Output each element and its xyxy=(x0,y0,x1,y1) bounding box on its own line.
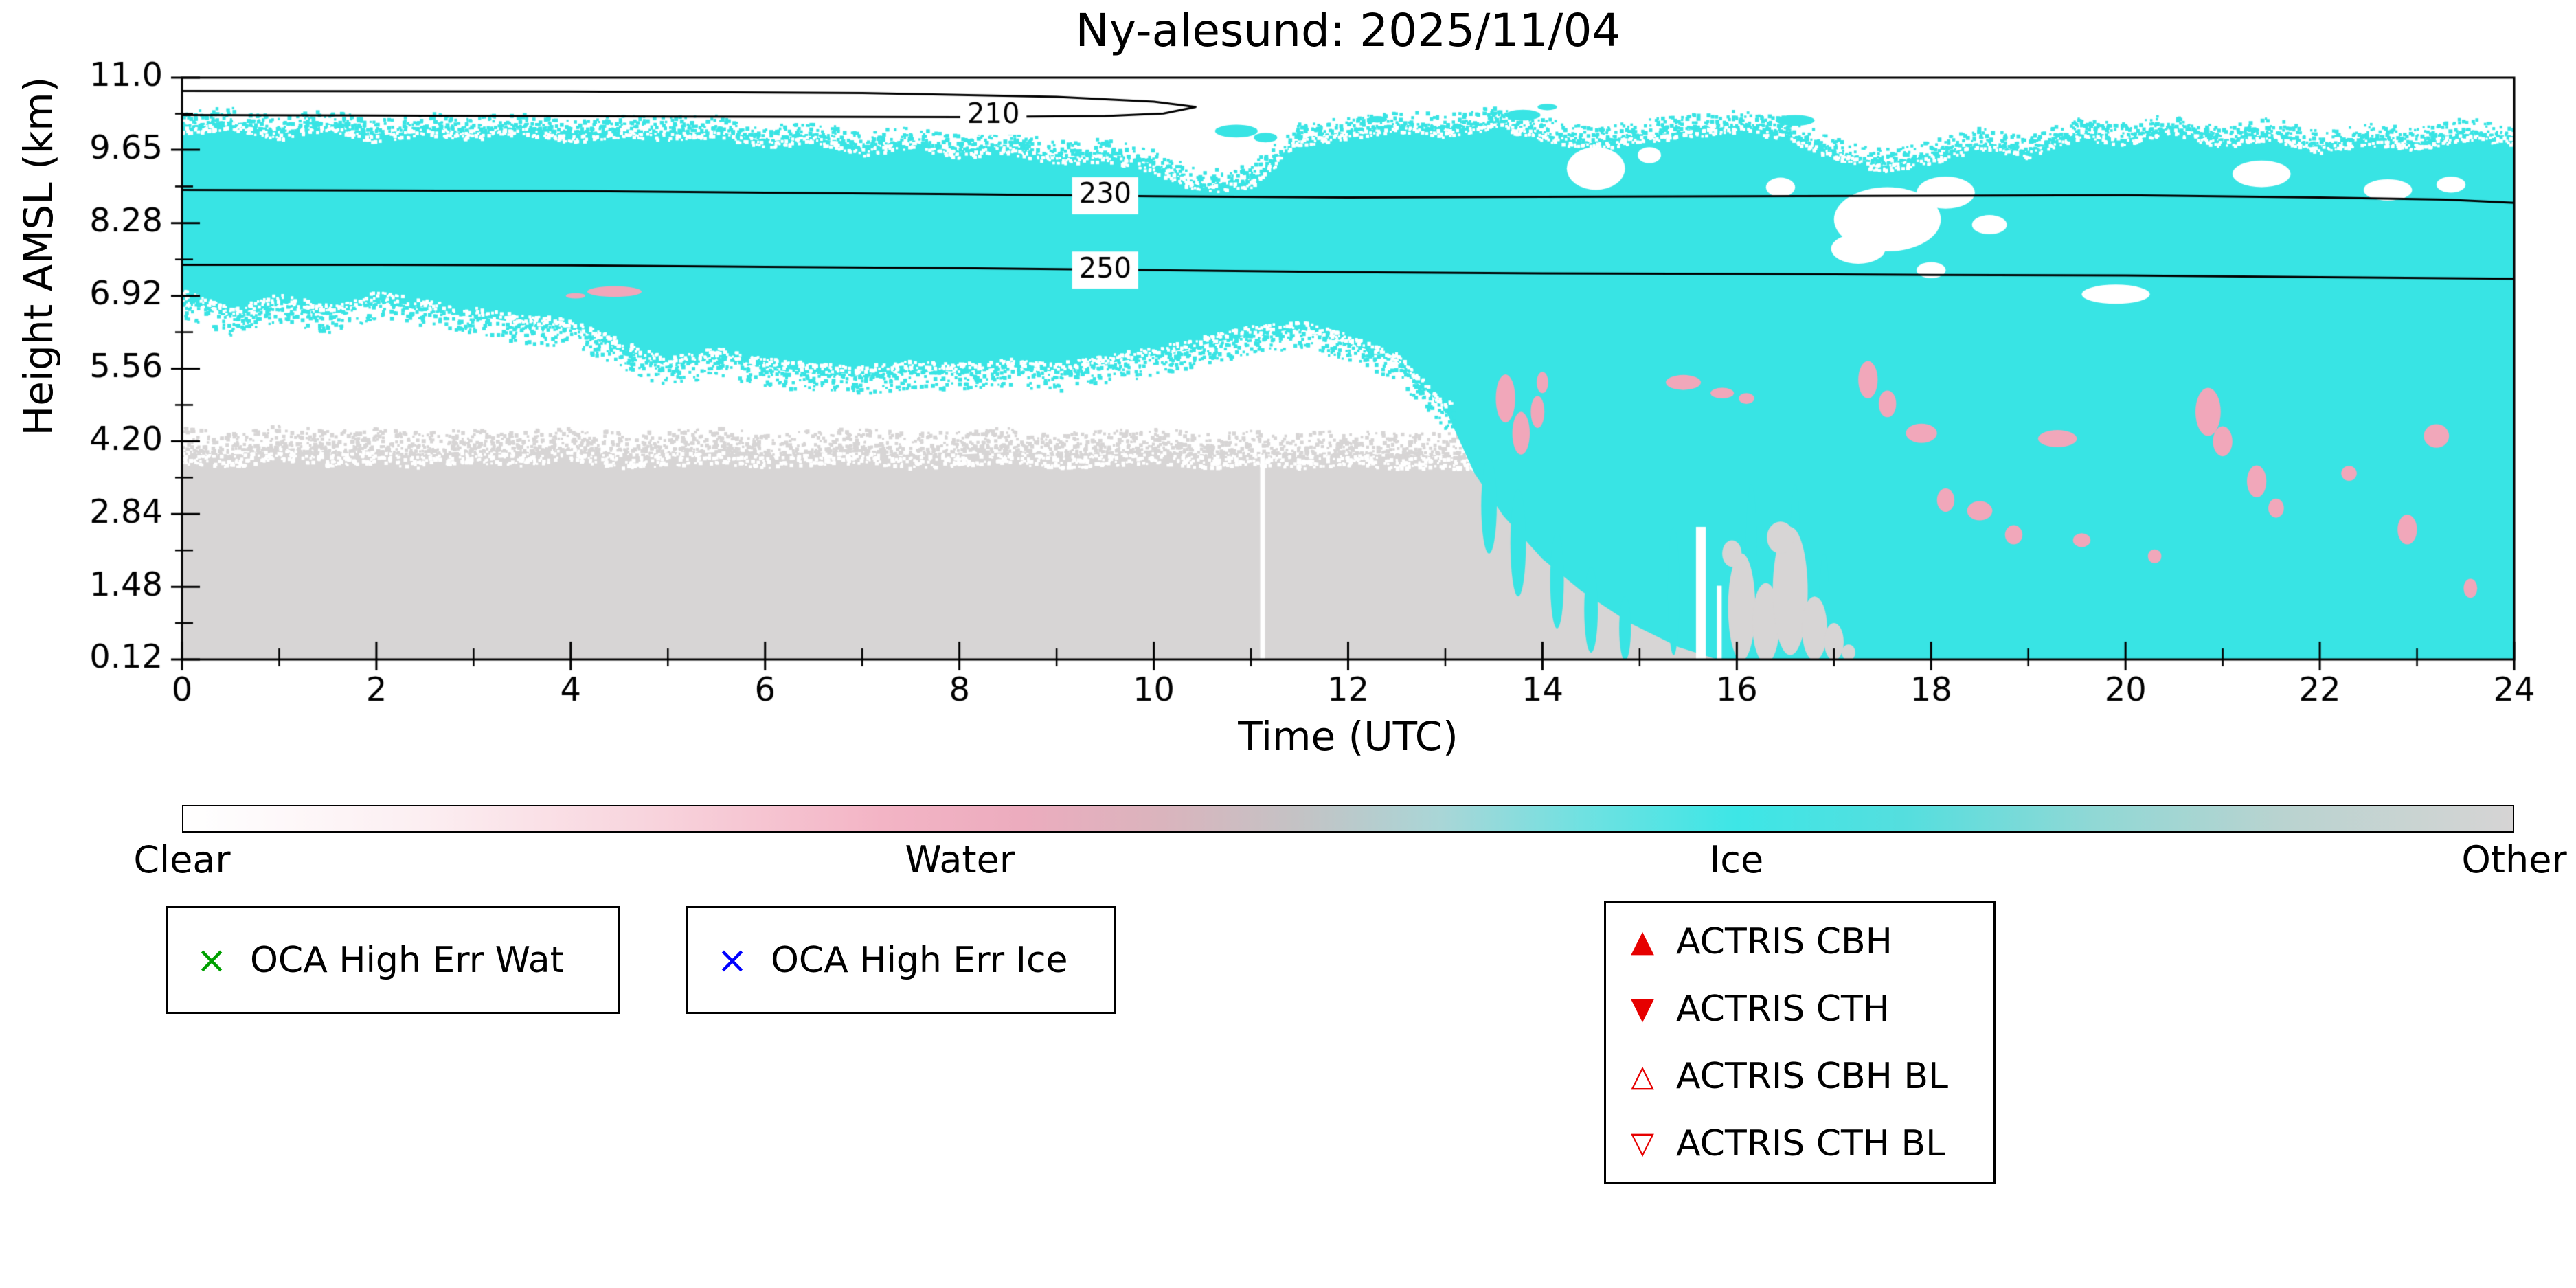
phase-classification-plot xyxy=(0,0,2576,762)
colorbar-label-clear: Clear xyxy=(133,838,231,881)
triangle-down-filled-icon: ▼ xyxy=(1631,991,1654,1026)
legend-label-actris-cth: ACTRIS CTH xyxy=(1676,988,1890,1030)
legend-label-oca-ice: OCA High Err Ice xyxy=(771,939,1068,981)
colorbar-gradient xyxy=(182,805,2514,833)
x-marker-green-icon: × xyxy=(196,938,227,982)
legend-row-actris-cbh-bl: △ ACTRIS CBH BL xyxy=(1624,1043,1948,1110)
legend-label-actris-cbh-bl: ACTRIS CBH BL xyxy=(1676,1056,1948,1097)
legend-row-actris-cth: ▼ ACTRIS CTH xyxy=(1624,975,1890,1043)
colorbar-label-water: Water xyxy=(905,838,1015,881)
x-axis-label: Time (UTC) xyxy=(1238,713,1458,760)
legend-oca-high-err-ice: × OCA High Err Ice xyxy=(686,906,1116,1014)
colorbar-label-other: Other xyxy=(2461,838,2567,881)
legend-label-actris-cbh: ACTRIS CBH xyxy=(1676,921,1893,962)
legend-row-actris-cth-bl: ▽ ACTRIS CTH BL xyxy=(1624,1110,1945,1177)
colorbar-label-ice: Ice xyxy=(1709,838,1764,881)
y-axis-label: Height AMSL (km) xyxy=(15,76,62,436)
chart-title: Ny-alesund: 2025/11/04 xyxy=(1075,4,1621,57)
triangle-up-filled-icon: ▲ xyxy=(1631,924,1654,959)
legend-label-oca-wat: OCA High Err Wat xyxy=(250,939,564,981)
x-marker-blue-icon: × xyxy=(716,938,748,982)
legend-row-actris-cbh: ▲ ACTRIS CBH xyxy=(1624,908,1893,975)
legend-oca-high-err-wat: × OCA High Err Wat xyxy=(166,906,620,1014)
triangle-down-open-icon: ▽ xyxy=(1631,1126,1654,1161)
legend-label-actris-cth-bl: ACTRIS CTH BL xyxy=(1676,1123,1946,1164)
legend-actris: ▲ ACTRIS CBH ▼ ACTRIS CTH △ ACTRIS CBH B… xyxy=(1604,901,1996,1184)
triangle-up-open-icon: △ xyxy=(1631,1059,1654,1094)
